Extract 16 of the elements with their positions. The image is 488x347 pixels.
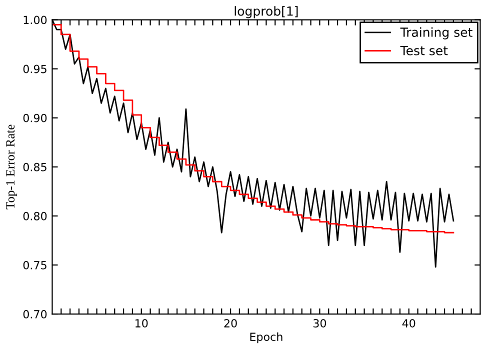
x-axis-title: Epoch [250, 332, 282, 344]
y-axis-title: Top-1 Error Rate [6, 124, 18, 210]
chart-title: logprob[1] [234, 6, 298, 18]
y-tick-label: 0.90 [23, 114, 47, 122]
y-tick-label: 0.75 [23, 260, 46, 270]
y-tick-label: 0.70 [23, 310, 47, 318]
x-tick-label: 30 [313, 319, 326, 328]
y-tick-label: 1.00 [24, 16, 47, 24]
y-tick-label: 0.80 [23, 212, 47, 220]
x-tick-label: 40 [402, 319, 416, 328]
y-tick-label: 0.85 [23, 162, 46, 172]
x-tick-label: 20 [224, 319, 237, 328]
y-tick-label: 0.95 [23, 64, 46, 74]
legend-label: Training set [400, 27, 472, 40]
legend-label: Test set [400, 46, 448, 56]
x-tick-label: 10 [136, 319, 148, 328]
